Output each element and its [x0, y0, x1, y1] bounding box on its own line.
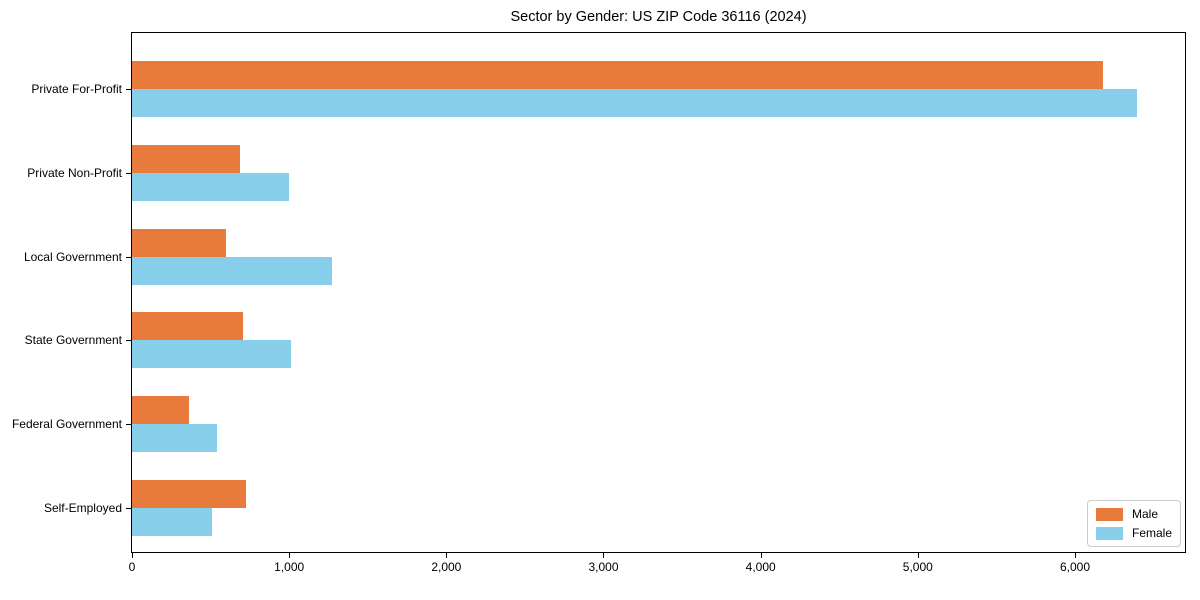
y-tick-private-for-profit: [126, 89, 131, 90]
x-tick-5000: [917, 553, 919, 558]
x-tick-label-2000: 2,000: [431, 560, 462, 574]
bar-group-private-non-profit: [132, 144, 1185, 201]
x-tick-0: [132, 553, 133, 558]
bar-female-self-employed: [132, 508, 213, 536]
x-tick-label-3000: 3,000: [588, 560, 619, 574]
legend-item-male: Male: [1095, 507, 1172, 521]
chart-title: Sector by Gender: US ZIP Code 36116 (202…: [510, 9, 807, 25]
bar-female-private-non-profit: [132, 172, 290, 201]
bar-group-local-government: [132, 228, 1185, 285]
female-series-swatch: [1095, 526, 1123, 540]
x-tick-4000: [760, 553, 762, 558]
plot-area: Male Female: [131, 32, 1186, 553]
x-tick-6000: [1074, 553, 1076, 558]
y-label-local-government: Local Government: [23, 249, 122, 264]
x-tick-label-0: 0: [128, 560, 136, 574]
bar-female-state-government: [132, 340, 291, 369]
bar-group-private-for-profit: [132, 61, 1185, 117]
bar-group-state-government: [132, 312, 1185, 369]
x-tick-label-1000: 1,000: [274, 560, 305, 574]
bar-female-private-for-profit: [132, 89, 1138, 117]
y-label-self-employed: Self-Employed: [43, 501, 122, 515]
y-tick-state-government: [126, 340, 131, 342]
bar-female-federal-government: [132, 424, 217, 453]
x-tick-3000: [603, 553, 605, 558]
legend: Male Female: [1086, 500, 1181, 547]
legend-label-female: Female: [1131, 526, 1172, 540]
y-label-state-government: State Government: [24, 333, 122, 348]
y-label-private-non-profit: Private Non-Profit: [27, 165, 122, 180]
y-tick-local-government: [126, 256, 131, 258]
bar-male-self-employed: [132, 480, 246, 508]
bar-male-local-government: [132, 228, 226, 257]
legend-item-female: Female: [1095, 526, 1172, 540]
y-tick-private-non-profit: [126, 172, 131, 174]
y-label-private-for-profit: Private For-Profit: [31, 82, 122, 96]
y-tick-self-employed: [126, 508, 131, 509]
x-tick-2000: [446, 553, 448, 558]
bar-male-federal-government: [132, 396, 189, 425]
bar-group-self-employed: [132, 480, 1185, 536]
legend-label-male: Male: [1131, 507, 1158, 521]
y-label-federal-government: Federal Government: [11, 417, 122, 432]
x-tick-label-5000: 5,000: [902, 560, 933, 574]
x-tick-label-4000: 4,000: [745, 560, 776, 574]
bar-female-local-government: [132, 256, 333, 285]
bar-male-state-government: [132, 312, 243, 341]
y-tick-federal-government: [126, 424, 131, 426]
bar-group-federal-government: [132, 396, 1185, 453]
bar-male-private-for-profit: [132, 61, 1104, 89]
x-tick-label-6000: 6,000: [1059, 560, 1090, 574]
male-series-swatch: [1095, 507, 1123, 521]
bar-male-private-non-profit: [132, 144, 241, 173]
x-tick-1000: [289, 553, 291, 558]
bars-layer: [132, 33, 1185, 552]
